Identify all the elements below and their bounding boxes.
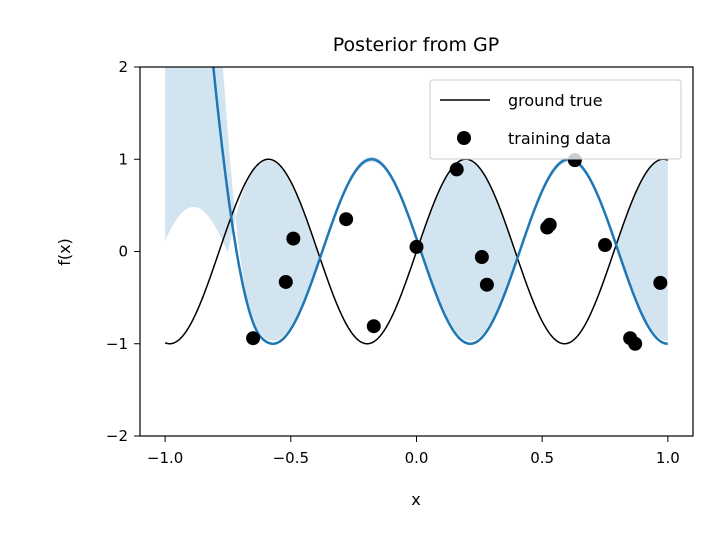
training-point	[449, 162, 464, 177]
legend-point-swatch	[457, 131, 471, 145]
training-point	[366, 319, 381, 334]
x-tick-label: 0.0	[405, 449, 429, 467]
x-axis: −1.0 −0.5 0.0 0.5 1.0	[147, 436, 680, 467]
x-tick-label: −0.5	[273, 449, 309, 467]
training-point	[474, 250, 489, 265]
posterior-mean-line	[212, 67, 668, 346]
y-axis: −2 −1 0 1 2	[106, 58, 140, 445]
training-point	[246, 331, 261, 346]
x-axis-label: x	[411, 490, 420, 509]
y-tick-label: 2	[118, 58, 128, 76]
x-tick-label: 1.0	[656, 449, 680, 467]
training-point	[409, 239, 424, 254]
y-tick-label: 1	[118, 150, 128, 168]
training-point	[286, 231, 301, 246]
y-tick-label: −2	[106, 427, 128, 445]
y-axis-label: f(x)	[55, 238, 74, 266]
x-tick-label: −1.0	[147, 449, 183, 467]
chart-title: Posterior from GP	[333, 34, 499, 56]
training-point	[628, 336, 643, 351]
y-tick-label: −1	[106, 335, 128, 353]
legend-label-training-data: training data	[508, 129, 611, 148]
x-tick-label: 0.5	[530, 449, 554, 467]
training-point	[653, 275, 668, 290]
uncertainty-band	[165, 67, 668, 341]
legend: ground true training data	[429, 79, 682, 160]
training-point	[479, 277, 494, 292]
y-tick-label: 0	[118, 243, 128, 261]
training-point	[278, 274, 293, 289]
legend-label-ground-true: ground true	[508, 91, 603, 110]
training-point	[598, 238, 613, 253]
training-point	[339, 212, 354, 227]
legend-box	[429, 79, 682, 160]
training-point	[542, 217, 557, 232]
